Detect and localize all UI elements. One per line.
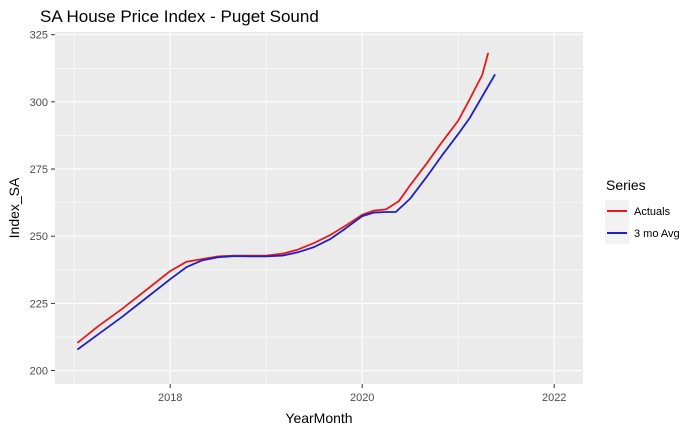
series-line-actuals bbox=[77, 52, 489, 344]
x-tick-label: 2020 bbox=[350, 392, 374, 404]
y-axis: 200 225 250 275 300 325 bbox=[30, 30, 55, 378]
y-tick-label: 200 bbox=[30, 366, 48, 378]
y-tick-label: 225 bbox=[30, 298, 48, 310]
y-tick-label: 325 bbox=[30, 30, 48, 42]
chart-title: SA House Price Index - Puget Sound bbox=[40, 7, 319, 26]
plot-panel bbox=[55, 32, 583, 384]
x-tick-label: 2018 bbox=[158, 392, 182, 404]
legend: Series Actuals 3 mo Avg bbox=[605, 177, 680, 244]
legend-label-3mo-avg: 3 mo Avg bbox=[634, 228, 680, 240]
legend-label-actuals: Actuals bbox=[634, 206, 671, 218]
y-tick-label: 300 bbox=[30, 97, 48, 109]
legend-title: Series bbox=[606, 177, 646, 193]
x-axis-title: YearMonth bbox=[285, 410, 352, 426]
series-lines bbox=[77, 52, 496, 351]
minor-grid bbox=[55, 32, 583, 384]
y-tick-label: 250 bbox=[30, 231, 48, 243]
x-axis: 2018 2020 2022 bbox=[158, 384, 566, 404]
x-tick-label: 2022 bbox=[542, 392, 566, 404]
y-tick-label: 275 bbox=[30, 164, 48, 176]
major-grid bbox=[55, 32, 583, 384]
y-axis-title: Index_SA bbox=[6, 177, 22, 238]
series-line-3mo-avg bbox=[77, 74, 496, 351]
